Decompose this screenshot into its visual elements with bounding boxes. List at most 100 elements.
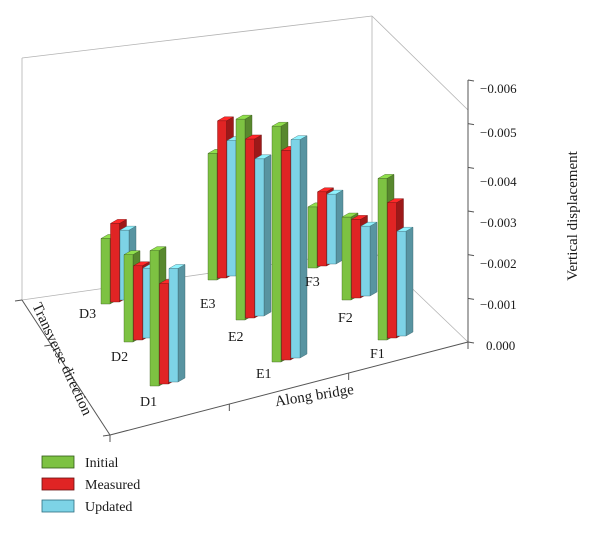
bar-front [351,219,361,299]
legend-label: Initial [85,456,119,471]
x-axis-line [109,341,469,436]
bar-side [263,154,272,317]
bar-updated [168,264,186,383]
bar-updated [290,135,308,359]
z-axis-ticks: 0.000 −0.001 −0.002 −0.003 −0.004 −0.005… [480,81,517,353]
bar-front [307,206,318,269]
bar-front [133,265,143,341]
legend-swatch-updated [41,499,75,513]
category-label: F2 [338,311,353,326]
z-tick-label: −0.004 [480,174,517,189]
legend-label: Updated [85,500,132,515]
bar-top [216,116,235,122]
bar-front [281,150,291,361]
bar-updated [326,189,344,265]
category-label: E3 [200,297,216,312]
bar-top [341,212,359,218]
bar-top [149,246,167,251]
bar-front [100,238,111,305]
bar-top [290,135,308,140]
bar-top [119,225,137,231]
bar-front [235,118,246,321]
z-tick [467,166,475,169]
bar-group [341,212,378,301]
bar-group [149,246,186,387]
category-label: E1 [256,367,272,382]
bar-front [217,120,227,279]
bar-front [290,139,301,359]
legend: Initial Measured Updated [41,455,140,515]
z-tick [467,254,475,257]
bar-front [254,158,265,317]
z-tick-label: −0.006 [480,81,517,96]
bar-top [350,215,369,220]
z-tick [467,210,475,213]
bar-top [386,198,405,203]
bar-top [377,174,395,179]
z-tick-label: −0.005 [480,125,517,140]
z-tick-label: −0.002 [480,256,517,271]
x-axis-title: Along bridge [274,382,355,410]
bar-front [245,138,255,319]
z-tick [467,297,475,300]
y-axis-line [21,299,111,436]
bar-side [299,135,308,359]
bar-group [235,114,272,321]
z-tick [467,79,475,82]
bar-top [271,121,289,127]
legend-swatch-measured [41,477,75,491]
bars [100,114,414,387]
bar-front [123,254,134,343]
bar-top [235,114,253,120]
bar-front [207,153,218,281]
category-label: F1 [370,347,385,362]
bar-group [307,187,344,269]
bar-front [271,125,282,363]
bar-updated [360,221,378,297]
category-label: D1 [140,395,157,410]
bar-side [177,264,186,383]
legend-item-initial: Initial [41,455,119,471]
category-labels: D3 D2 D1 E3 E2 E1 F3 F2 F1 [79,275,385,410]
bar-top [396,226,414,232]
bar-top [109,219,128,224]
z-tick-label: 0.000 [486,338,515,353]
bar-front [396,230,407,337]
bar-front [226,140,237,277]
frame-line [21,15,373,59]
legend-item-updated: Updated [41,499,132,515]
bar-front [377,178,388,341]
frame-line [371,15,469,111]
y-tick [14,299,23,302]
bar-front [326,193,337,265]
y-tick [73,389,81,392]
bar-front [110,223,120,303]
y-tick [102,434,111,437]
bar-top [168,264,186,269]
bar-top [360,221,378,227]
z-tick-label: −0.001 [480,297,517,312]
z-tick [467,123,475,126]
legend-item-measured: Measured [41,477,140,493]
bar-top [123,250,141,255]
category-label: D2 [111,350,128,365]
bar-group [377,174,414,341]
bar-group [271,121,308,363]
bar-front [168,268,179,383]
bar-side [405,226,414,337]
legend-swatch-initial [41,455,75,469]
category-label: F3 [305,275,320,290]
z-axis-title: Vertical displacement [565,150,581,280]
bar-front [317,191,327,267]
bar-top [326,189,344,195]
bar-front [341,216,352,301]
y-tick [44,344,52,347]
z-tick-label: −0.003 [480,215,517,230]
bar-front [387,202,397,339]
category-label: D3 [79,307,96,322]
bar-top [316,187,335,192]
bar-side [369,221,378,297]
bar-front [159,283,169,385]
bar-top [132,261,151,266]
